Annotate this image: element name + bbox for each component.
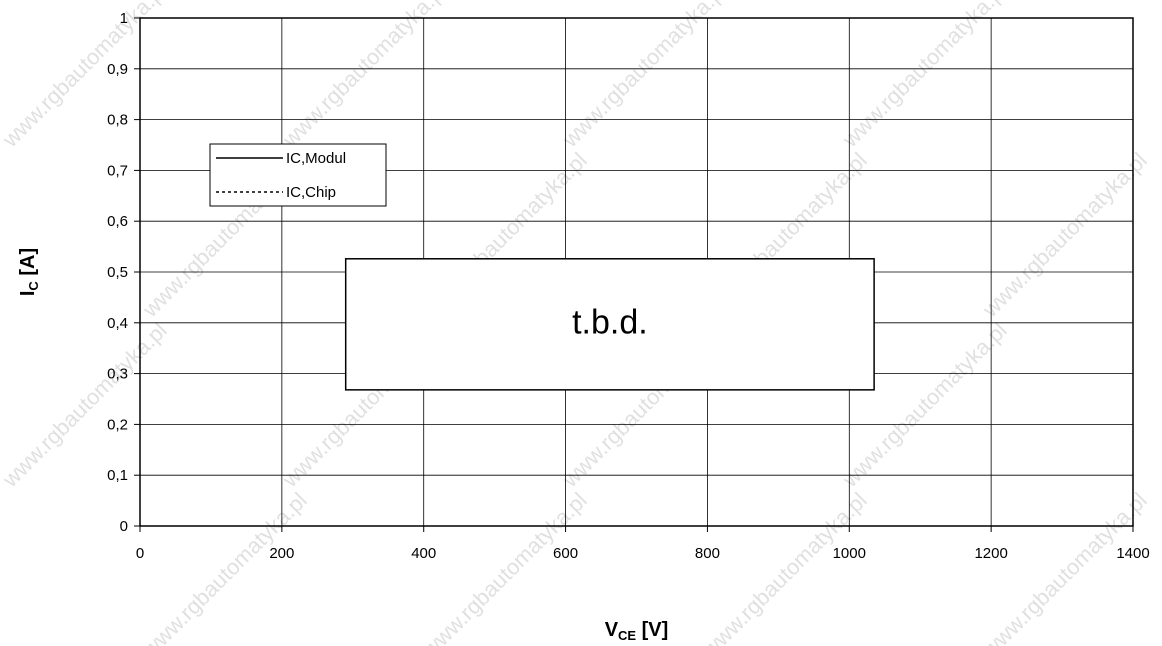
x-tick-label: 400 — [411, 545, 436, 562]
y-tick-label: 0 — [120, 518, 128, 535]
x-tick-label: 200 — [269, 545, 294, 562]
y-tick-label: 0,7 — [107, 162, 128, 179]
legend: IC,Modul IC,Chip — [209, 143, 387, 207]
legend-box — [209, 143, 387, 207]
watermark-text: www.rgbautomatyka.pl — [697, 488, 872, 646]
y-axis-ticks: 0 0,1 0,2 0,3 0,4 0,5 0,6 0,7 0,8 0,9 1 — [107, 10, 140, 535]
watermark-text: www.rgbautomatyka.pl — [977, 148, 1152, 323]
y-axis-title: IC [A] — [17, 248, 41, 296]
watermark-text: www.rgbautomatyka.pl — [557, 0, 732, 152]
x-axis-ticks: 0 200 400 600 800 1000 1200 1400 — [136, 526, 1150, 562]
y-tick-label: 0,5 — [107, 264, 128, 281]
legend-label-ic-chip: IC,Chip — [286, 184, 336, 201]
x-tick-label: 800 — [695, 545, 720, 562]
x-tick-label: 1000 — [833, 545, 866, 562]
y-tick-label: 0,4 — [107, 315, 128, 332]
y-axis-title-sub: C — [26, 281, 41, 291]
x-axis-title: VCE [V] — [605, 619, 669, 643]
x-axis-title-main: V — [605, 619, 619, 641]
watermark-text: www.rgbautomatyka.pl — [277, 0, 452, 152]
watermark-text: www.rgbautomatyka.pl — [0, 0, 172, 152]
y-tick-label: 1 — [120, 10, 128, 27]
y-tick-label: 0,9 — [107, 61, 128, 78]
x-axis-title-sub: CE — [618, 628, 636, 643]
y-tick-label: 0,2 — [107, 416, 128, 433]
watermark-text: www.rgbautomatyka.pl — [977, 488, 1152, 646]
y-tick-label: 0,6 — [107, 213, 128, 230]
y-axis-title-unit: [A] — [17, 248, 39, 281]
tbd-text: t.b.d. — [572, 303, 648, 341]
y-tick-label: 0,3 — [107, 366, 128, 383]
watermark-text: www.rgbautomatyka.pl — [837, 0, 1012, 152]
tbd-box — [344, 258, 875, 391]
legend-label-ic-modul: IC,Modul — [286, 150, 346, 167]
x-tick-label: 600 — [553, 545, 578, 562]
x-tick-label: 1400 — [1116, 545, 1149, 562]
watermark-text: www.rgbautomatyka.pl — [137, 488, 312, 646]
y-tick-label: 0,8 — [107, 112, 128, 129]
x-tick-label: 1200 — [974, 545, 1007, 562]
x-tick-label: 0 — [136, 545, 144, 562]
x-axis-title-unit: [V] — [636, 619, 668, 641]
y-axis-title-main: I — [17, 291, 39, 297]
watermark-text: www.rgbautomatyka.pl — [0, 318, 172, 493]
y-tick-label: 0,1 — [107, 467, 128, 484]
tbd-annotation: t.b.d. — [344, 258, 875, 391]
